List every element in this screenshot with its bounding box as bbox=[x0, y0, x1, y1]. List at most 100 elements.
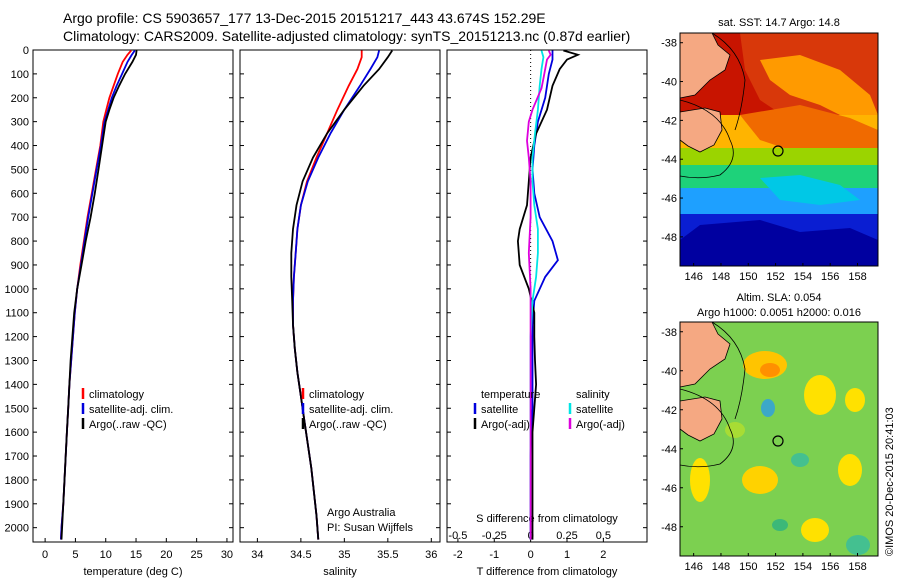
credit-pi: PI: Susan Wijffels bbox=[327, 522, 413, 534]
legend-label: climatology bbox=[309, 389, 365, 401]
difference-panel: -2 -1 0 1 2 T difference from climatology -0.5… bbox=[446, 49, 648, 578]
map-x-tick-label: 158 bbox=[848, 271, 866, 283]
legend-label: Argo(..raw -QC) bbox=[89, 419, 167, 431]
sst-map-frame bbox=[679, 32, 879, 267]
map-x-tick-label: 150 bbox=[739, 561, 757, 573]
map-y-tick-label: -46 bbox=[661, 483, 677, 495]
y-tick-label: 500 bbox=[11, 164, 29, 176]
sla-map: Altim. SLA: 0.054 Argo h1000: 0.0051 h20… bbox=[661, 292, 879, 573]
legend-label: satellite bbox=[576, 404, 613, 416]
map-y-tick-label: -38 bbox=[661, 38, 677, 50]
y-tick-label: 2000 bbox=[5, 523, 29, 535]
s-diff-tick-label: -0.25 bbox=[482, 530, 507, 542]
sst-map-title: sat. SST: 14.7 Argo: 14.8 bbox=[718, 17, 840, 29]
y-tick-label: 900 bbox=[11, 260, 29, 272]
legend-label: Argo(-adj) bbox=[576, 419, 625, 431]
y-tick-label: 400 bbox=[11, 141, 29, 153]
legend-label: satellite-adj. clim. bbox=[89, 404, 173, 416]
map-x-tick-label: 150 bbox=[739, 271, 757, 283]
salinity-x-axis-label: salinity bbox=[323, 566, 357, 578]
x-tick-label: -2 bbox=[453, 549, 463, 561]
sst-map-coastline bbox=[679, 32, 746, 179]
difference-axes-frame bbox=[446, 49, 648, 543]
x-tick-label: 5 bbox=[72, 549, 78, 561]
s-diff-tick-label: -0.5 bbox=[448, 530, 467, 542]
map-x-tick-label: 148 bbox=[712, 561, 730, 573]
legend-label: Argo(..raw -QC) bbox=[309, 419, 387, 431]
difference-x-axis-label: T difference from climatology bbox=[477, 566, 618, 578]
s-diff-tick-label: 0.25 bbox=[556, 530, 577, 542]
profile-title: Argo profile: CS 5903657_177 13-Dec-2015… bbox=[63, 10, 546, 26]
y-tick-label: 1000 bbox=[5, 284, 29, 296]
map-y-tick-label: -40 bbox=[661, 366, 677, 378]
credit-org: Argo Australia bbox=[327, 507, 396, 519]
temperature-panel: 0100200300400500600700800900100011001200… bbox=[5, 45, 234, 578]
sst-argo-float-marker bbox=[772, 145, 784, 157]
map-y-tick-label: -42 bbox=[661, 115, 677, 127]
x-tick-label: 0 bbox=[42, 549, 48, 561]
x-tick-label: 35 bbox=[338, 549, 350, 561]
x-tick-label: 0 bbox=[528, 549, 534, 561]
climatology-subtitle: Climatology: CARS2009. Satellite-adjuste… bbox=[63, 28, 631, 44]
series-salinity-argo-adj- bbox=[526, 50, 552, 540]
map-y-tick-label: -44 bbox=[661, 444, 677, 456]
y-tick-label: 700 bbox=[11, 212, 29, 224]
map-x-tick-label: 158 bbox=[848, 561, 866, 573]
x-tick-label: 10 bbox=[100, 549, 112, 561]
map-x-tick-label: 152 bbox=[766, 561, 784, 573]
map-x-tick-label: 146 bbox=[684, 271, 702, 283]
map-x-tick-label: 146 bbox=[684, 561, 702, 573]
temperature-axes-frame bbox=[32, 49, 234, 543]
y-tick-label: 1200 bbox=[5, 332, 29, 344]
legend-label: Argo(-adj) bbox=[481, 419, 530, 431]
y-tick-label: 300 bbox=[11, 117, 29, 129]
x-tick-label: 35.5 bbox=[377, 549, 398, 561]
sla-map-frame bbox=[679, 321, 879, 557]
y-tick-label: 1400 bbox=[5, 379, 29, 391]
x-tick-label: 25 bbox=[191, 549, 203, 561]
map-x-tick-label: 152 bbox=[766, 271, 784, 283]
sla-map-field bbox=[690, 351, 870, 555]
x-tick-label: 2 bbox=[600, 549, 606, 561]
x-tick-label: 15 bbox=[130, 549, 142, 561]
y-tick-label: 1300 bbox=[5, 355, 29, 367]
x-tick-label: -1 bbox=[489, 549, 499, 561]
map-x-tick-label: 148 bbox=[712, 271, 730, 283]
y-tick-label: 0 bbox=[23, 45, 29, 57]
sla-map-subtitle: Argo h1000: 0.0051 h2000: 0.016 bbox=[697, 307, 861, 319]
sla-map-coastline bbox=[679, 321, 746, 468]
map-y-tick-label: -38 bbox=[661, 327, 677, 339]
map-y-tick-label: -44 bbox=[661, 154, 677, 166]
x-tick-label: 36 bbox=[425, 549, 437, 561]
y-tick-label: 1900 bbox=[5, 499, 29, 511]
x-tick-label: 20 bbox=[160, 549, 172, 561]
series-argo-raw-qc- bbox=[60, 50, 138, 540]
map-x-tick-label: 156 bbox=[821, 561, 839, 573]
temperature-x-axis-label: temperature (deg C) bbox=[83, 566, 182, 578]
y-tick-label: 100 bbox=[11, 69, 29, 81]
series-temperature-satellite bbox=[529, 50, 559, 540]
sst-map-field bbox=[680, 33, 878, 266]
imos-watermark: ©IMOS 20-Dec-2015 20:41:03 bbox=[884, 407, 896, 556]
x-tick-label: 34.5 bbox=[290, 549, 311, 561]
map-y-tick-label: -48 bbox=[661, 522, 677, 534]
x-tick-label: 1 bbox=[564, 549, 570, 561]
s-diff-tick-label: 0.5 bbox=[596, 530, 611, 542]
map-x-tick-label: 154 bbox=[794, 271, 812, 283]
y-tick-label: 1800 bbox=[5, 475, 29, 487]
x-tick-label: 30 bbox=[221, 549, 233, 561]
map-x-tick-label: 154 bbox=[794, 561, 812, 573]
legend-group-title: salinity bbox=[576, 389, 610, 401]
y-tick-label: 800 bbox=[11, 236, 29, 248]
y-tick-label: 1100 bbox=[5, 308, 29, 320]
y-tick-label: 1600 bbox=[5, 427, 29, 439]
x-tick-label: 34 bbox=[251, 549, 263, 561]
sla-argo-float-marker bbox=[772, 435, 784, 447]
map-y-tick-label: -40 bbox=[661, 77, 677, 89]
sst-map: sat. SST: 14.7 Argo: 14.8 146 148 150 152 15… bbox=[661, 17, 879, 283]
map-x-tick-label: 156 bbox=[821, 271, 839, 283]
map-y-tick-label: -46 bbox=[661, 193, 677, 205]
legend-label: satellite-adj. clim. bbox=[309, 404, 393, 416]
salinity-axes-frame bbox=[239, 49, 441, 543]
